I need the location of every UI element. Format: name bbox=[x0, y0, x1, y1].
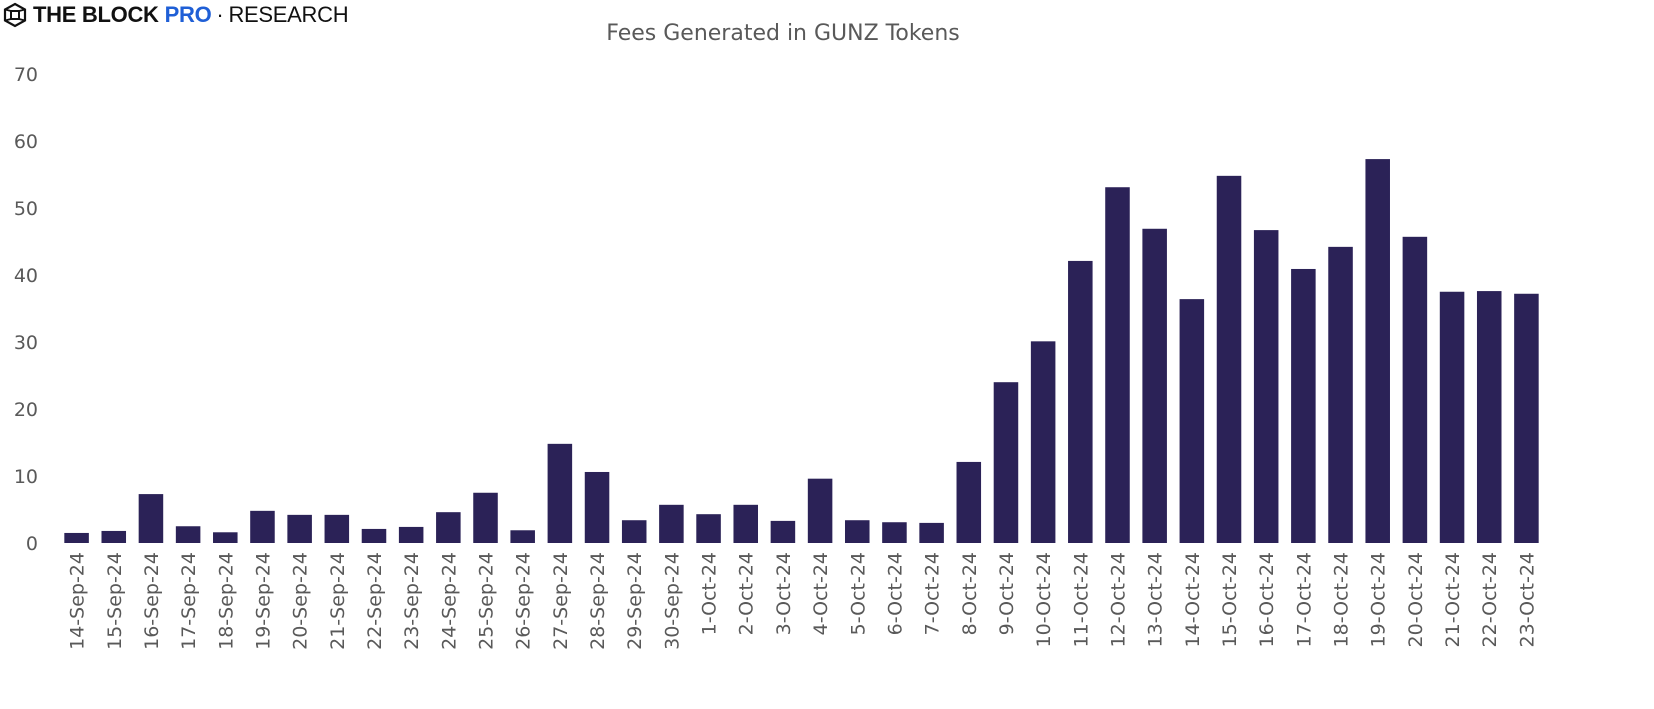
x-tick-label: 23-Oct-24 bbox=[1516, 552, 1538, 647]
y-tick-label: 30 bbox=[14, 332, 38, 354]
x-tick-label: 22-Oct-24 bbox=[1479, 552, 1501, 647]
x-tick-label: 19-Oct-24 bbox=[1368, 552, 1390, 647]
bar bbox=[398, 526, 424, 543]
logo-brand: THE BLOCK bbox=[33, 2, 159, 27]
y-tick-label: 50 bbox=[14, 198, 38, 220]
bar bbox=[1402, 236, 1428, 543]
logo-separator: · bbox=[216, 2, 224, 27]
bar bbox=[1439, 291, 1465, 543]
x-tick-label: 11-Oct-24 bbox=[1070, 552, 1092, 647]
bar bbox=[993, 382, 1019, 543]
bar bbox=[436, 512, 461, 543]
x-tick-label: 16-Sep-24 bbox=[141, 552, 163, 650]
bar bbox=[101, 530, 127, 543]
bar bbox=[659, 504, 684, 543]
bar bbox=[770, 520, 796, 543]
x-tick-label: 10-Oct-24 bbox=[1033, 552, 1055, 647]
x-tick-label: 22-Sep-24 bbox=[364, 552, 386, 650]
x-tick-label: 14-Oct-24 bbox=[1182, 552, 1204, 647]
x-tick-label: 2-Oct-24 bbox=[736, 552, 758, 635]
bar bbox=[1068, 260, 1093, 543]
x-tick-label: 17-Oct-24 bbox=[1293, 552, 1315, 647]
y-tick-label: 20 bbox=[14, 399, 38, 421]
logo-section: RESEARCH bbox=[228, 2, 349, 27]
x-tick-label: 3-Oct-24 bbox=[773, 552, 795, 635]
bar bbox=[64, 532, 89, 543]
x-tick-label: 26-Sep-24 bbox=[513, 552, 535, 650]
x-tick-label: 5-Oct-24 bbox=[847, 552, 869, 635]
x-tick-label: 8-Oct-24 bbox=[959, 552, 981, 635]
bar bbox=[621, 520, 647, 543]
bar bbox=[361, 528, 387, 543]
x-tick-label: 20-Oct-24 bbox=[1405, 552, 1427, 647]
y-tick-label: 40 bbox=[14, 265, 38, 287]
x-tick-label: 29-Sep-24 bbox=[624, 552, 646, 650]
y-tick-label: 70 bbox=[14, 64, 38, 86]
cube-logo-icon bbox=[3, 2, 27, 28]
bars bbox=[64, 159, 1539, 544]
bar bbox=[250, 510, 275, 543]
x-axis: 14-Sep-24 15-Sep-24 16-Sep-24 17-Sep-24 18-S… bbox=[67, 552, 1539, 650]
y-tick-label: 60 bbox=[14, 131, 38, 153]
bar bbox=[213, 532, 238, 543]
logo-pro: PRO bbox=[164, 2, 212, 27]
x-tick-label: 12-Oct-24 bbox=[1107, 552, 1129, 647]
bar bbox=[733, 504, 759, 543]
x-tick-label: 19-Sep-24 bbox=[252, 552, 274, 650]
bar bbox=[324, 514, 350, 543]
x-tick-label: 17-Sep-24 bbox=[178, 552, 200, 650]
bar bbox=[584, 471, 610, 543]
bar bbox=[1179, 299, 1205, 543]
x-tick-label: 23-Sep-24 bbox=[401, 552, 423, 650]
x-tick-label: 14-Sep-24 bbox=[67, 552, 89, 650]
bar bbox=[287, 514, 312, 543]
x-tick-label: 15-Sep-24 bbox=[104, 552, 126, 650]
x-tick-label: 21-Oct-24 bbox=[1442, 552, 1464, 647]
x-tick-label: 25-Sep-24 bbox=[476, 552, 498, 650]
y-tick-label: 0 bbox=[26, 533, 38, 555]
x-tick-label: 18-Sep-24 bbox=[215, 552, 237, 650]
bar bbox=[1365, 159, 1390, 543]
x-tick-label: 20-Sep-24 bbox=[290, 552, 312, 650]
x-tick-label: 13-Oct-24 bbox=[1145, 552, 1167, 647]
x-tick-label: 15-Oct-24 bbox=[1219, 552, 1241, 647]
bar bbox=[1142, 228, 1167, 543]
x-tick-label: 6-Oct-24 bbox=[884, 552, 906, 635]
bar bbox=[1328, 246, 1353, 544]
bar bbox=[175, 526, 201, 543]
bar bbox=[844, 520, 870, 543]
logo: THE BLOCK PRO · RESEARCH bbox=[2, 2, 349, 28]
y-tick-label: 10 bbox=[14, 466, 38, 488]
bar bbox=[919, 522, 944, 543]
bar bbox=[1030, 341, 1056, 543]
x-tick-label: 28-Sep-24 bbox=[587, 552, 609, 650]
x-tick-label: 9-Oct-24 bbox=[996, 552, 1018, 635]
bar bbox=[696, 514, 721, 543]
bar bbox=[1216, 175, 1242, 543]
bar bbox=[510, 530, 535, 543]
x-tick-label: 4-Oct-24 bbox=[810, 552, 832, 635]
x-tick-label: 21-Sep-24 bbox=[327, 552, 349, 650]
x-tick-label: 1-Oct-24 bbox=[699, 552, 721, 635]
x-tick-label: 7-Oct-24 bbox=[922, 552, 944, 635]
x-tick-label: 27-Sep-24 bbox=[550, 552, 572, 650]
x-tick-label: 30-Sep-24 bbox=[661, 552, 683, 650]
bar bbox=[1253, 230, 1279, 544]
bar bbox=[1476, 291, 1502, 543]
bar bbox=[882, 522, 907, 543]
chart-title: Fees Generated in GUNZ Tokens bbox=[606, 21, 959, 46]
bar bbox=[1105, 187, 1130, 544]
bar bbox=[1514, 293, 1539, 543]
x-tick-label: 18-Oct-24 bbox=[1331, 552, 1353, 647]
bar bbox=[547, 443, 573, 543]
bar bbox=[1291, 268, 1316, 543]
bar bbox=[138, 494, 164, 543]
x-tick-label: 16-Oct-24 bbox=[1256, 552, 1278, 647]
y-axis: 0 10 20 30 40 50 60 70 bbox=[14, 64, 38, 555]
bar bbox=[807, 478, 833, 543]
x-tick-label: 24-Sep-24 bbox=[438, 552, 460, 650]
bar bbox=[956, 461, 982, 543]
bar bbox=[473, 492, 498, 543]
